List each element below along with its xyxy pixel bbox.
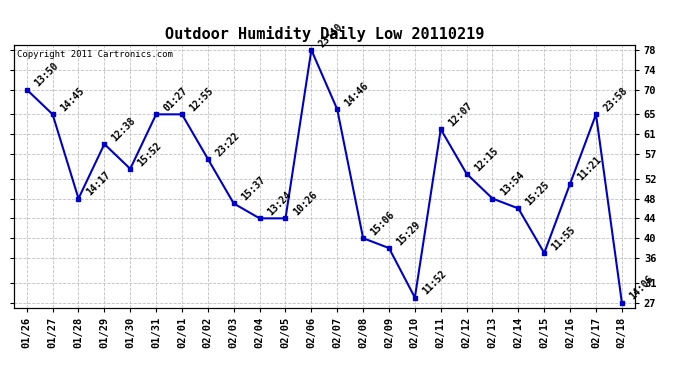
Text: 15:29: 15:29 <box>395 219 422 247</box>
Text: 23:22: 23:22 <box>213 130 242 158</box>
Text: 12:15: 12:15 <box>472 145 500 173</box>
Text: 12:38: 12:38 <box>110 116 138 143</box>
Text: 23:40: 23:40 <box>317 21 345 49</box>
Text: 10:26: 10:26 <box>291 190 319 217</box>
Text: 13:50: 13:50 <box>32 61 60 89</box>
Text: 15:52: 15:52 <box>136 140 164 168</box>
Text: 14:46: 14:46 <box>343 81 371 109</box>
Text: 14:06: 14:06 <box>627 274 656 302</box>
Text: 11:55: 11:55 <box>550 224 578 252</box>
Text: 01:27: 01:27 <box>161 86 190 114</box>
Text: 14:45: 14:45 <box>58 86 86 114</box>
Text: 14:17: 14:17 <box>84 170 112 198</box>
Text: 11:52: 11:52 <box>420 269 448 297</box>
Text: Copyright 2011 Cartronics.com: Copyright 2011 Cartronics.com <box>17 50 172 59</box>
Text: 15:06: 15:06 <box>368 210 397 237</box>
Text: 13:54: 13:54 <box>498 170 526 198</box>
Text: 15:25: 15:25 <box>524 180 552 208</box>
Text: 15:37: 15:37 <box>239 175 267 203</box>
Title: Outdoor Humidity Daily Low 20110219: Outdoor Humidity Daily Low 20110219 <box>165 27 484 42</box>
Text: 12:07: 12:07 <box>446 100 474 128</box>
Text: 12:55: 12:55 <box>188 86 215 114</box>
Text: 11:21: 11:21 <box>575 155 604 183</box>
Text: 13:24: 13:24 <box>265 190 293 217</box>
Text: 23:58: 23:58 <box>602 86 629 114</box>
